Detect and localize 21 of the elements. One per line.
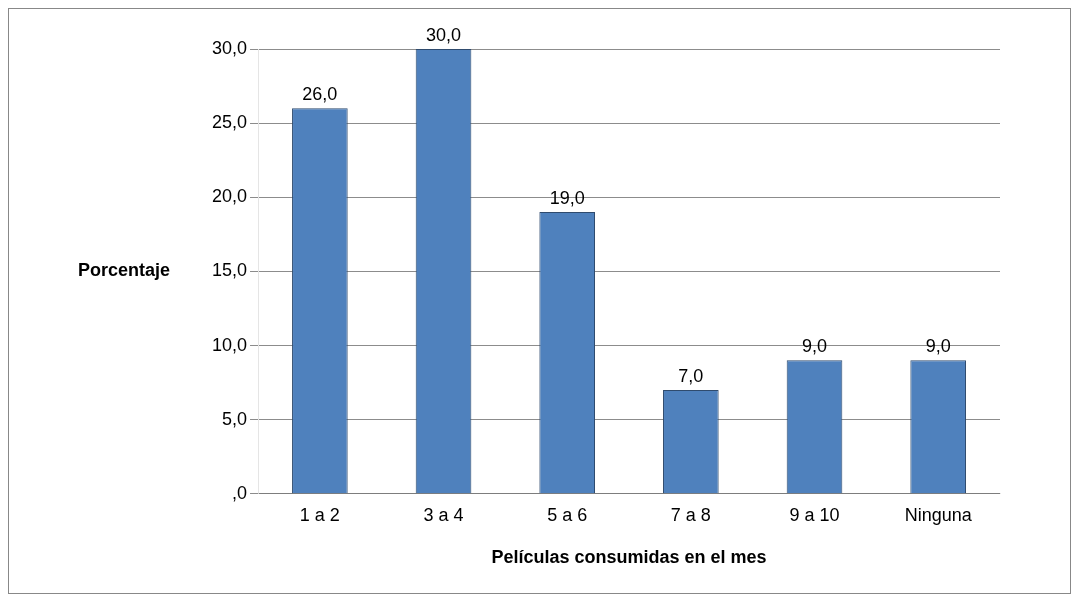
x-tick-label: 7 a 8 — [670, 504, 711, 525]
y-tick-label: ,0 — [232, 482, 248, 503]
y-tick-label: 15,0 — [211, 260, 248, 281]
data-label: 7,0 — [678, 365, 704, 386]
data-label: 9,0 — [925, 336, 951, 357]
x-tick-label: 9 a 10 — [789, 504, 840, 525]
x-tick-label: 1 a 2 — [299, 504, 340, 525]
x-axis-title: Películas consumidas en el mes — [491, 547, 767, 568]
y-tick-label: 25,0 — [211, 112, 248, 133]
x-tick-label: 5 a 6 — [547, 504, 588, 525]
data-label: 9,0 — [801, 336, 828, 357]
data-label: 26,0 — [302, 84, 338, 105]
y-tick-label: 10,0 — [211, 334, 248, 355]
y-tick-label: 20,0 — [211, 186, 248, 207]
data-label: 19,0 — [549, 188, 585, 209]
x-tick-label: Ninguna — [904, 504, 973, 525]
y-tick-label: 5,0 — [222, 408, 248, 429]
data-label: 30,0 — [426, 24, 462, 45]
y-tick-label: 30,0 — [211, 37, 248, 58]
y-axis-title: Porcentaje — [77, 260, 171, 281]
x-tick-label: 3 a 4 — [423, 504, 464, 525]
